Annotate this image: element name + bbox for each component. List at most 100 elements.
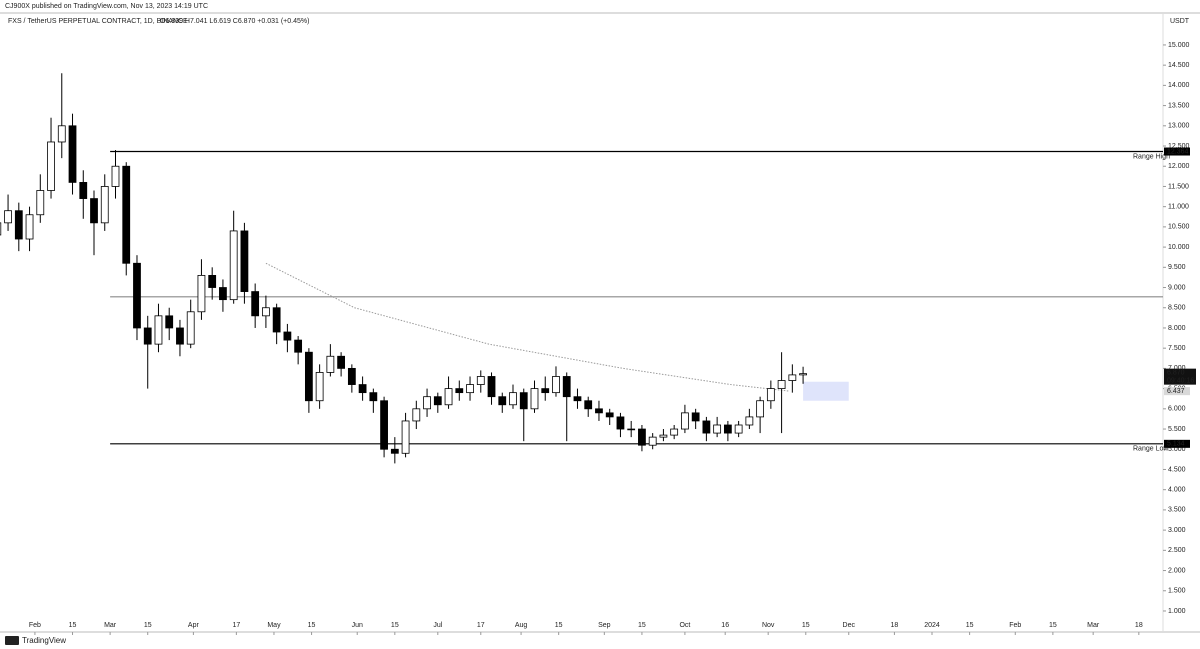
candle-body [638,428,646,446]
level-label: Range High [1133,153,1170,160]
x-tick-label: Jul [433,622,442,629]
candle-body [584,400,593,410]
candle-body [509,392,517,406]
candle-body [369,392,378,402]
candle-body [0,222,2,236]
candle-body [57,125,66,143]
x-tick-label: 16 [721,622,729,629]
candle-body [294,339,303,353]
candle-body [616,416,625,430]
y-tick-label: 5.500 [1168,426,1186,433]
candle-body [337,355,346,369]
candle-body [562,376,571,398]
x-tick-label: 15 [391,622,399,629]
x-tick-label: 15 [966,622,974,629]
candle-body [4,210,12,224]
candle-body [380,400,388,450]
candle-body [691,412,700,422]
x-tick-label: Oct [679,622,690,629]
y-tick-label: 2.000 [1168,567,1186,574]
candle-body [702,420,711,434]
y-tick-label: 10.000 [1168,244,1190,251]
candle-body [240,230,249,292]
candle-body [219,287,227,301]
y-tick-label: 12.500 [1168,143,1190,150]
candle-body [423,396,431,410]
candle-body [756,400,765,418]
y-tick-label: 14.000 [1168,82,1190,89]
candle-body [605,412,614,418]
last-price-box [1164,368,1196,385]
candle-body [713,424,722,434]
candle-body [100,186,109,224]
y-tick-label: 8.500 [1168,305,1186,312]
x-tick-label: Sep [598,622,611,629]
candle-body [723,424,732,434]
candle-body [788,374,797,381]
x-tick-label: 15 [308,622,316,629]
candle-body [659,434,668,438]
candle-body [111,165,120,187]
candle-body [648,436,657,446]
candle-body [208,274,217,288]
countdown: 09:40:16 [1167,377,1194,384]
ma-price-box [1164,387,1190,396]
candle-body [251,291,260,317]
candle-body [573,396,582,402]
candle-body [412,408,421,422]
y-tick-label: 3.500 [1168,507,1186,514]
x-tick-label: 17 [232,622,240,629]
candle-body [25,214,34,240]
y-tick-label: 11.000 [1168,204,1189,211]
candle-body [14,210,23,240]
x-tick-label: Dec [843,622,856,629]
candle-body [530,388,539,410]
candle-body [777,380,786,390]
moving-average [265,262,790,392]
y-tick-label: 15.000 [1168,42,1190,49]
y-tick-label: 2.500 [1168,547,1186,554]
candle-body [165,315,174,329]
ohlc: O6.839 H7.041 L6.619 C6.870 +0.031 (+0.4… [160,18,309,25]
x-tick-label: Aug [515,622,528,629]
x-tick-label: Feb [1009,622,1021,629]
candle-body [552,376,560,394]
y-tick-label: 11.500 [1168,183,1189,190]
candle-body [519,392,528,410]
candle-body [176,327,184,345]
candle-body [47,141,55,191]
candle-body [766,388,775,402]
candle-body [133,262,141,329]
candle-body [390,448,399,454]
candle-body [315,372,324,402]
candle-body [476,376,485,385]
candle-body [283,331,292,341]
candle-body [734,424,743,434]
x-tick-label: Mar [104,622,117,629]
x-tick-label: 15 [144,622,152,629]
candle-body [68,125,77,183]
candle-body [36,190,45,216]
y-tick-label: 9.000 [1168,284,1186,291]
candle-body [681,412,689,430]
candle-body [358,384,367,394]
y-tick-label: 13.000 [1168,123,1190,130]
candle-body [347,367,356,385]
y-tick-label: 12.000 [1168,163,1190,170]
y-tick-label: 14.500 [1168,62,1190,69]
candle-body [326,355,335,373]
y-tick-label: 1.000 [1168,608,1186,615]
candle-body [401,420,410,454]
y-tick-label: 9.500 [1168,264,1186,271]
candle-body [487,376,496,398]
y-tick-label: 1.500 [1168,588,1186,595]
candle-body [670,428,679,436]
x-tick-label: Mar [1087,622,1100,629]
x-tick-label: 15 [69,622,77,629]
candle-body [799,373,807,376]
candle-body [262,307,270,317]
y-tick-label: 4.500 [1168,466,1186,473]
logo-icon [5,636,19,645]
